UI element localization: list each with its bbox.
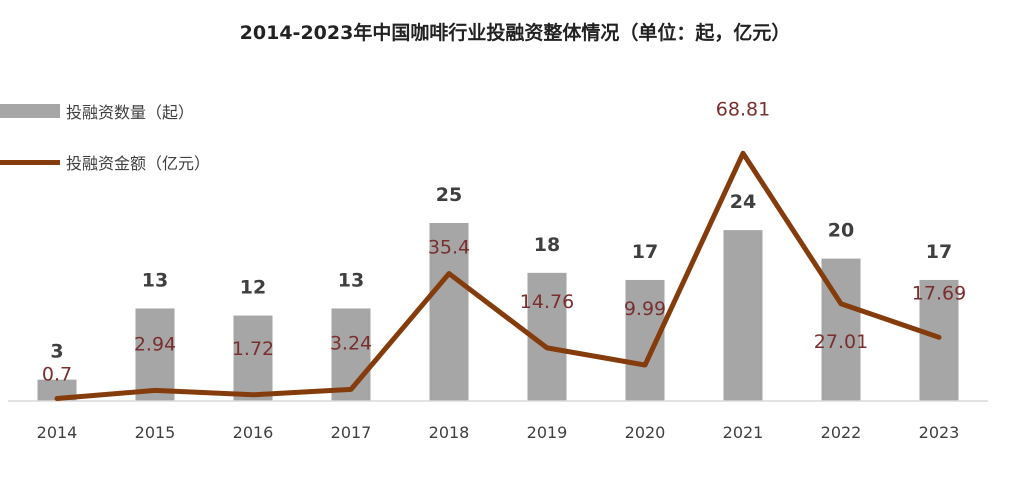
legend-label-amount: 投融资金额（亿元） — [66, 154, 211, 173]
line-value-label-2014: 0.7 — [42, 363, 72, 385]
bar-value-label-2016: 12 — [240, 277, 266, 299]
x-tick-label-2017: 2017 — [331, 423, 372, 442]
bar-2018 — [429, 223, 469, 401]
legend-item-amount: 投融资金额（亿元） — [0, 150, 210, 174]
bar-value-label-2022: 20 — [828, 220, 854, 242]
bar-value-label-2017: 13 — [338, 269, 364, 291]
legend-swatch-line — [0, 159, 60, 165]
line-series — [54, 150, 942, 401]
line-value-label-2022: 27.01 — [814, 331, 868, 353]
x-tick-label-2019: 2019 — [527, 423, 568, 442]
bar-2016 — [233, 315, 273, 401]
bar-2015 — [135, 308, 175, 401]
chart-title: 2014-2023年中国咖啡行业投融资整体情况（单位：起，亿元） — [239, 22, 791, 44]
line-value-label-2021: 68.81 — [716, 98, 770, 120]
bar-2021 — [723, 230, 763, 401]
x-tick-label-2020: 2020 — [625, 423, 666, 442]
x-tick-label-2023: 2023 — [919, 423, 960, 442]
x-axis-ticks: 2014 2015 2016 2017 2018 2019 2020 2021 2022 2023 — [37, 423, 960, 442]
x-tick-label-2014: 2014 — [37, 423, 78, 442]
bar-value-label-2020: 17 — [632, 241, 658, 263]
x-tick-label-2015: 2015 — [135, 423, 176, 442]
bar-value-label-2019: 18 — [534, 234, 560, 256]
line-value-label-2020: 9.99 — [624, 298, 666, 320]
bar-value-label-2018: 25 — [436, 184, 462, 206]
x-tick-label-2022: 2022 — [821, 423, 862, 442]
line-value-label-2019: 14.76 — [520, 291, 574, 313]
data-labels: 3 13 12 13 25 18 17 24 20 17 0.7 2.94 1.72 3.24 35.4 14… — [42, 98, 966, 385]
bar-value-label-2014: 3 — [50, 341, 63, 363]
legend-item-count: 投融资数量（起） — [0, 99, 194, 123]
amount-line — [54, 150, 942, 401]
bar-value-label-2023: 17 — [926, 241, 952, 263]
x-tick-label-2016: 2016 — [233, 423, 274, 442]
x-tick-label-2021: 2021 — [723, 423, 764, 442]
line-value-label-2017: 3.24 — [330, 332, 372, 354]
bar-series — [37, 223, 959, 401]
line-value-label-2015: 2.94 — [134, 333, 176, 355]
line-value-label-2016: 1.72 — [232, 338, 274, 360]
line-value-label-2018: 35.4 — [428, 237, 470, 259]
legend-label-count: 投融资数量（起） — [66, 103, 195, 122]
bar-value-label-2021: 24 — [730, 191, 756, 213]
bar-2023 — [919, 279, 959, 401]
line-value-label-2023: 17.69 — [912, 282, 966, 304]
legend-swatch-bar — [0, 104, 60, 118]
bar-value-label-2015: 13 — [142, 269, 168, 291]
x-tick-label-2018: 2018 — [429, 423, 470, 442]
